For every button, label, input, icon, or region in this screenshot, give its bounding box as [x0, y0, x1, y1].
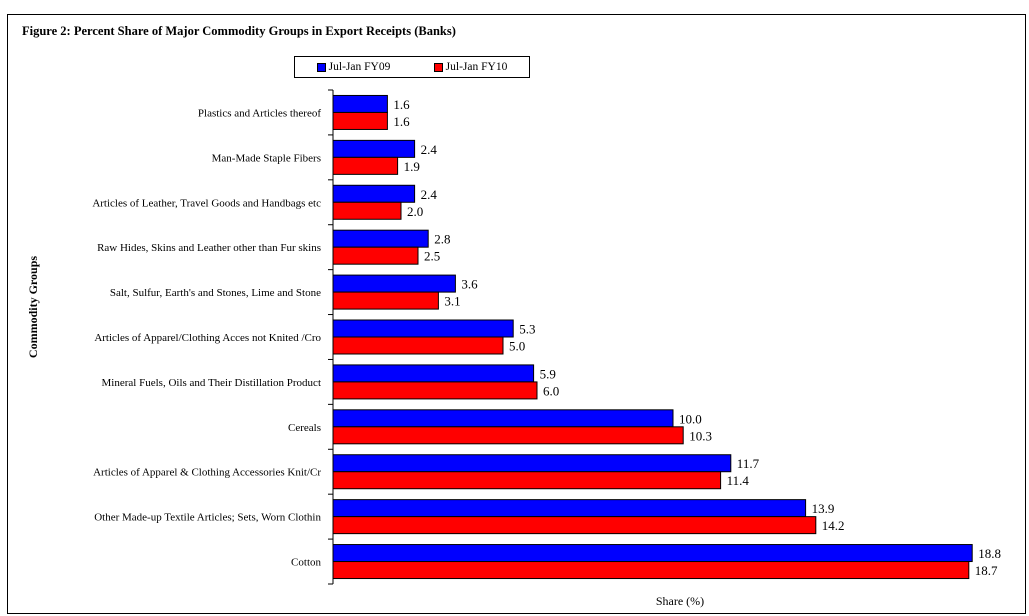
chart-title: Figure 2: Percent Share of Major Commodi… [22, 24, 456, 38]
data-label-fy09: 10.0 [679, 411, 702, 426]
bar-fy09 [332, 544, 973, 563]
data-label-fy09: 5.3 [519, 322, 535, 337]
data-label-fy10: 3.1 [444, 294, 460, 309]
chart-legend: Jul-Jan FY09 Jul-Jan FY10 [294, 56, 530, 78]
data-label-fy09: 13.9 [812, 501, 835, 516]
bar-fy10 [332, 516, 817, 535]
bar-fy10 [332, 471, 722, 490]
data-label-fy10: 2.5 [424, 249, 440, 264]
category-label: Raw Hides, Skins and Leather other than … [97, 242, 321, 254]
data-label-fy10: 18.7 [975, 563, 998, 578]
bar-fy10 [332, 426, 684, 445]
bar-fy10 [332, 246, 419, 265]
category-label: Cereals [288, 422, 321, 434]
category-label: Articles of Apparel/Clothing Acces not K… [94, 332, 321, 344]
data-label-fy09: 5.9 [540, 366, 556, 381]
bar-fy09 [332, 184, 416, 203]
bar-fy09 [332, 499, 807, 518]
data-label-fy10: 1.9 [404, 159, 420, 174]
bar-fy09 [332, 364, 535, 383]
bar-fy09 [332, 94, 388, 113]
data-label-fy09: 3.6 [461, 277, 478, 292]
data-label-fy09: 1.6 [393, 97, 410, 112]
y-axis-title: Commodity Groups [26, 256, 40, 358]
category-label: Articles of Apparel & Clothing Accessori… [93, 467, 321, 479]
category-label: Cotton [291, 557, 321, 569]
data-label-fy10: 1.6 [393, 114, 410, 129]
data-label-fy09: 2.8 [434, 232, 450, 247]
legend-swatch-fy09 [316, 62, 326, 72]
data-label-fy10: 10.3 [689, 428, 712, 443]
category-label: Plastics and Articles thereof [198, 107, 321, 119]
data-label-fy10: 5.0 [509, 339, 525, 354]
bar-fy10 [332, 111, 388, 130]
bar-fy09 [332, 274, 456, 293]
bar-fy09 [332, 409, 674, 428]
category-label: Mineral Fuels, Oils and Their Distillati… [102, 377, 321, 389]
bar-fy09 [332, 139, 416, 158]
category-label: Other Made-up Textile Articles; Sets, Wo… [94, 512, 321, 524]
bar-fy10 [332, 336, 504, 355]
data-label-fy10: 2.0 [407, 204, 423, 219]
legend-label-fy09: Jul-Jan FY09 [328, 61, 391, 73]
bar-fy10 [332, 201, 402, 220]
category-label: Man-Made Staple Fibers [212, 152, 321, 164]
data-label-fy09: 18.8 [978, 546, 1001, 561]
data-label-fy09: 11.7 [737, 456, 760, 471]
legend-swatch-fy10 [433, 62, 443, 72]
category-label: Articles of Leather, Travel Goods and Ha… [92, 197, 321, 209]
bar-fy09 [332, 454, 732, 473]
legend-label-fy10: Jul-Jan FY10 [445, 61, 508, 73]
legend-item-fy10: Jul-Jan FY10 [433, 61, 508, 73]
bar-fy09 [332, 229, 429, 248]
category-label: Salt, Sulfur, Earth's and Stones, Lime a… [110, 287, 321, 299]
data-label-fy10: 14.2 [822, 518, 845, 533]
bar-fy10 [332, 156, 399, 175]
bar-fy10 [332, 561, 970, 580]
data-label-fy10: 11.4 [727, 473, 750, 488]
data-label-fy09: 2.4 [421, 142, 438, 157]
legend-item-fy09: Jul-Jan FY09 [316, 61, 391, 73]
data-label-fy09: 2.4 [421, 187, 438, 202]
x-axis-title: Share (%) [656, 594, 704, 608]
bar-fy10 [332, 291, 439, 310]
data-label-fy10: 6.0 [543, 383, 559, 398]
bar-fy09 [332, 319, 514, 338]
bar-fy10 [332, 381, 538, 400]
